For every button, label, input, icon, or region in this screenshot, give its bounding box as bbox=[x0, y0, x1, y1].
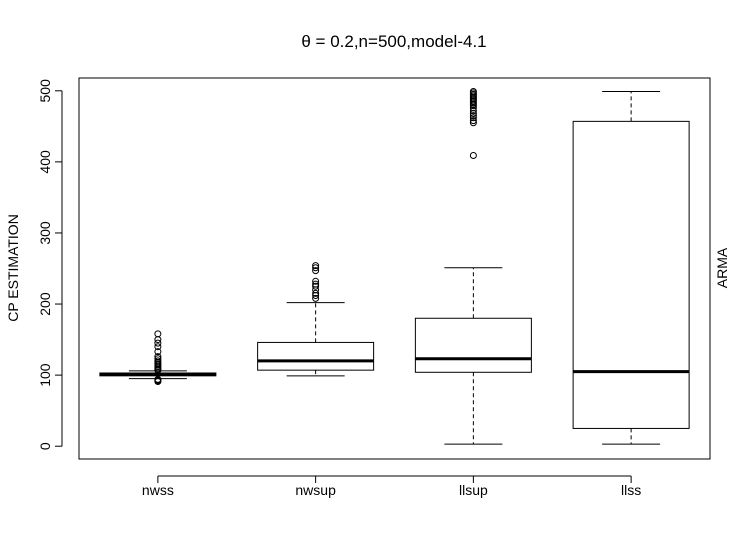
y-tick-label: 0 bbox=[37, 442, 53, 450]
box-llss bbox=[572, 91, 690, 445]
outlier-point bbox=[469, 107, 477, 115]
box-llsup bbox=[414, 88, 532, 445]
outlier-point bbox=[312, 267, 320, 275]
outlier-point bbox=[312, 264, 320, 272]
outlier-point bbox=[469, 117, 477, 125]
iqr-box bbox=[257, 341, 375, 371]
outlier-point bbox=[154, 348, 162, 356]
y-tick-label: 400 bbox=[37, 150, 53, 174]
y-tick-label: 500 bbox=[37, 79, 53, 103]
outlier-point bbox=[469, 102, 477, 110]
boxes-group bbox=[99, 88, 690, 445]
y-axis-label: CP ESTIMATION bbox=[5, 214, 21, 322]
y-tick-label: 200 bbox=[37, 292, 53, 316]
chart-title: θ = 0.2,n=500,model-4.1 bbox=[301, 32, 486, 51]
outlier-point bbox=[312, 282, 320, 290]
outlier-point bbox=[312, 292, 320, 300]
box-nwss bbox=[99, 330, 217, 386]
plot-frame bbox=[78, 77, 711, 460]
outlier-point bbox=[154, 330, 162, 338]
outlier-point bbox=[312, 289, 320, 297]
x-tick-label: nwss bbox=[142, 482, 174, 498]
outlier-point bbox=[154, 366, 162, 374]
x-tick-label: nwsup bbox=[295, 482, 336, 498]
outlier-point bbox=[154, 336, 162, 344]
x-tick-label: llss bbox=[621, 482, 641, 498]
iqr-box bbox=[572, 120, 690, 429]
outlier-point bbox=[469, 114, 477, 122]
outlier-point bbox=[469, 119, 477, 127]
y-tick-label: 100 bbox=[37, 363, 53, 387]
outlier-point bbox=[312, 262, 320, 270]
outlier-point bbox=[312, 294, 320, 302]
outlier-point bbox=[154, 339, 162, 347]
outlier-point bbox=[312, 277, 320, 285]
y-axis: 0 100 200 300 400 500 bbox=[37, 79, 63, 450]
x-tick-label: llsup bbox=[459, 482, 488, 498]
outlier-point bbox=[469, 110, 477, 118]
y-tick-label: 300 bbox=[37, 221, 53, 245]
outlier-point bbox=[154, 343, 162, 351]
box-nwsup bbox=[257, 262, 375, 377]
outlier-point bbox=[469, 112, 477, 120]
outlier-point bbox=[469, 151, 477, 159]
x-axis: nwss nwsup llsup llss bbox=[142, 475, 641, 498]
iqr-box bbox=[414, 317, 532, 373]
outlier-point bbox=[154, 378, 162, 386]
right-side-label: ARMA bbox=[714, 247, 730, 288]
